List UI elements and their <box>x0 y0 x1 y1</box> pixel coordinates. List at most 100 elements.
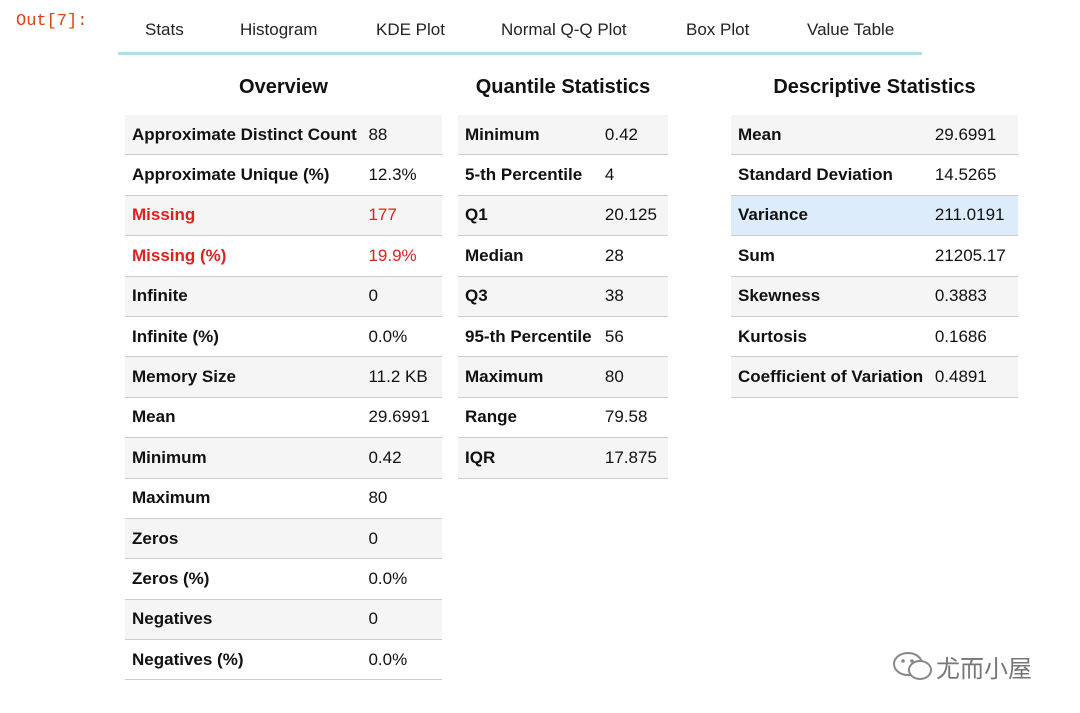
row-label: Coefficient of Variation <box>738 367 924 387</box>
row-label: Mean <box>132 407 176 427</box>
table-row: Mean 29.6991 <box>731 115 1018 156</box>
watermark: 尤而小屋 <box>890 648 1032 684</box>
row-label: Kurtosis <box>738 326 807 346</box>
table-title: Overview <box>239 76 328 98</box>
tab[interactable]: Normal Q-Q Plot <box>501 20 627 39</box>
table-row: 95-th Percentile 56 <box>458 317 668 358</box>
row-label: Q3 <box>465 286 488 306</box>
stats-table: Quantile Statistics Minimum 0.42 5-th Perce… <box>458 70 668 479</box>
table-row: Variance 211.0191 <box>731 195 1018 237</box>
row-label: Negatives <box>132 609 213 629</box>
row-value: 80 <box>604 367 624 387</box>
row-label: 95-th Percentile <box>465 326 592 346</box>
table-row: Approximate Unique (%) 12.3% <box>125 155 442 196</box>
table-row: Infinite 0 <box>125 276 442 317</box>
row-value: 0.1686 <box>934 326 987 346</box>
row-label: Memory Size <box>132 367 236 387</box>
row-label: Minimum <box>465 124 540 144</box>
row-value: 19.9% <box>368 245 417 265</box>
tab[interactable]: Histogram <box>240 20 318 39</box>
table-row: Mean 29.6991 <box>125 398 442 439</box>
table-row: Q1 20.125 <box>458 195 668 237</box>
table-row: 5-th Percentile 4 <box>458 155 668 196</box>
stats-table: Overview Approximate Distinct Count 88 Appr… <box>125 70 442 681</box>
row-value: 29.6991 <box>934 124 997 144</box>
row-label: Q1 <box>465 205 488 225</box>
row-value: 0.4891 <box>934 367 987 387</box>
table-row: Standard Deviation 14.5265 <box>731 155 1018 196</box>
output-prompt: Out[7]: <box>16 12 88 31</box>
row-value: 0 <box>368 528 378 548</box>
table-row: IQR 17.875 <box>458 438 668 479</box>
row-value: 88 <box>368 124 388 144</box>
table-row: Infinite (%) 0.0% <box>125 317 442 358</box>
row-value: 0.42 <box>368 447 402 467</box>
row-value: 80 <box>368 488 388 508</box>
row-value: 11.2 KB <box>368 367 428 387</box>
row-value: 20.125 <box>604 205 657 225</box>
table-row: Missing (%) 19.9% <box>125 236 442 277</box>
row-label: Maximum <box>132 488 211 508</box>
row-label: Sum <box>738 245 775 265</box>
table-row: Negatives (%) 0.0% <box>125 640 442 681</box>
table-title: Quantile Statistics <box>475 76 651 98</box>
table-row: Coefficient of Variation 0.4891 <box>731 357 1018 398</box>
table-row: Zeros 0 <box>125 518 442 560</box>
watermark-text: 尤而小屋 <box>936 654 1032 683</box>
table-row: Minimum 0.42 <box>125 438 442 479</box>
row-label: Approximate Unique (%) <box>132 165 330 185</box>
table-title: Descriptive Statistics <box>773 76 976 98</box>
row-value: 28 <box>604 245 624 265</box>
table-row: Approximate Distinct Count 88 <box>125 115 442 156</box>
row-value: 4 <box>604 165 615 185</box>
row-value: 12.3% <box>368 165 417 185</box>
row-value: 0 <box>368 286 378 306</box>
row-value: 0.42 <box>604 124 639 144</box>
row-value: 14.5265 <box>934 165 997 185</box>
table-row: Range 79.58 <box>458 398 668 439</box>
table-row: Median 28 <box>458 236 668 277</box>
row-value: 0.0% <box>368 649 408 669</box>
table-row: Q3 38 <box>458 276 668 317</box>
stats-table: Descriptive Statistics Mean 29.6991 Standar… <box>731 70 1018 398</box>
row-value: 211.0191 <box>934 205 1005 225</box>
row-value: 38 <box>604 286 624 306</box>
row-value: 0 <box>368 609 378 629</box>
tab-bar: Stats Histogram KDE Plot Normal Q-Q Plot Box… <box>118 12 922 55</box>
table-row: Zeros (%) 0.0% <box>125 559 442 600</box>
tab[interactable]: Stats <box>145 20 184 39</box>
row-label: Zeros <box>132 528 179 548</box>
row-value: 21205.17 <box>934 245 1006 265</box>
table-row: Maximum 80 <box>458 357 668 398</box>
row-label: Missing <box>132 205 196 225</box>
table-row: Missing 177 <box>125 195 442 237</box>
row-label: Missing (%) <box>132 245 227 265</box>
table-row: Kurtosis 0.1686 <box>731 317 1018 358</box>
row-value: 56 <box>604 326 624 346</box>
row-label: Median <box>465 245 524 265</box>
row-value: 0.3883 <box>934 286 987 306</box>
row-label: Negatives (%) <box>132 649 244 669</box>
row-label: Variance <box>738 205 808 225</box>
table-row: Negatives 0 <box>125 599 442 641</box>
row-label: Zeros (%) <box>132 568 210 588</box>
wechat-icon <box>893 652 932 680</box>
row-label: Infinite <box>132 286 188 306</box>
row-value: 0.0% <box>368 568 408 588</box>
row-value: 79.58 <box>604 407 648 427</box>
table-row: Minimum 0.42 <box>458 115 668 156</box>
tab[interactable]: Box Plot <box>686 20 750 39</box>
row-label: Mean <box>738 124 782 144</box>
tab[interactable]: Value Table <box>807 20 895 39</box>
table-row: Sum 21205.17 <box>731 236 1018 277</box>
table-row: Memory Size 11.2 KB <box>125 357 442 398</box>
row-label: Standard Deviation <box>738 165 893 185</box>
row-label: Maximum <box>465 367 544 387</box>
table-row: Maximum 80 <box>125 479 442 519</box>
row-value: 29.6991 <box>368 407 430 427</box>
tab[interactable]: KDE Plot <box>376 20 445 39</box>
row-value: 0.0% <box>368 326 408 346</box>
row-label: IQR <box>465 447 496 467</box>
row-label: 5-th Percentile <box>465 165 583 185</box>
